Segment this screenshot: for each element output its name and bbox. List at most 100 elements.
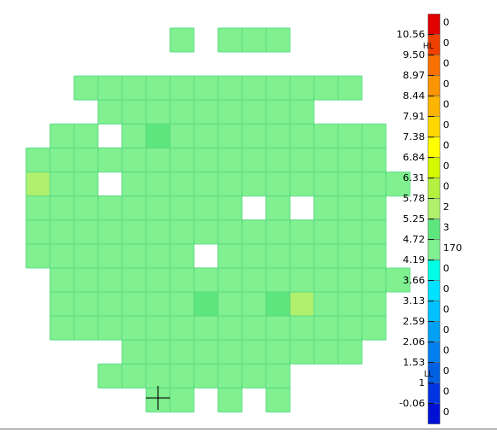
- legend-label: 7.38: [403, 132, 425, 143]
- die: [361, 291, 387, 317]
- die: [193, 363, 219, 389]
- legend-swatch: [427, 54, 441, 76]
- die: [73, 243, 99, 269]
- die: [217, 147, 243, 173]
- die: [313, 147, 339, 173]
- die: [73, 147, 99, 173]
- die: [361, 219, 387, 245]
- die: [97, 123, 123, 149]
- legend-label: 7.91: [403, 112, 425, 123]
- die: [361, 195, 387, 221]
- die: [169, 27, 195, 53]
- bin-count: 170: [443, 243, 462, 254]
- die: [169, 315, 195, 341]
- die: [97, 315, 123, 341]
- die: [217, 291, 243, 317]
- die: [145, 363, 171, 389]
- die: [193, 219, 219, 245]
- die: [217, 27, 243, 53]
- die: [145, 339, 171, 365]
- die: [97, 243, 123, 269]
- die: [73, 267, 99, 293]
- die: [265, 363, 291, 389]
- legend-label: 8.44: [403, 91, 425, 102]
- die: [97, 99, 123, 125]
- die: [265, 243, 291, 269]
- die: [49, 195, 75, 221]
- die: [265, 27, 291, 53]
- die: [169, 243, 195, 269]
- bin-count: 0: [443, 345, 449, 356]
- die: [265, 147, 291, 173]
- die: [289, 339, 315, 365]
- die: [145, 291, 171, 317]
- die: [361, 147, 387, 173]
- die: [121, 75, 147, 101]
- die: [337, 147, 363, 173]
- bin-count: 0: [443, 325, 449, 336]
- die: [193, 339, 219, 365]
- die: [241, 27, 267, 53]
- legend: 0 0 0 0 0 0 0 0 0 2 3 170 0 0 0 0 0 0 0 0 10.56 9.50 8.97 8.44 7…: [396, 13, 462, 425]
- die: [49, 267, 75, 293]
- legend-swatch: [427, 341, 441, 363]
- die: [241, 363, 267, 389]
- die: [169, 147, 195, 173]
- die: [289, 171, 315, 197]
- die: [265, 75, 291, 101]
- die: [25, 147, 51, 173]
- legend-label: 3.13: [403, 296, 425, 307]
- die: [313, 339, 339, 365]
- bin-count: 0: [443, 366, 449, 377]
- die: [121, 363, 147, 389]
- die: [241, 75, 267, 101]
- die: [313, 75, 339, 101]
- die: [73, 219, 99, 245]
- die: [337, 243, 363, 269]
- die: [169, 267, 195, 293]
- die: [49, 123, 75, 149]
- die: [121, 123, 147, 149]
- die: [145, 147, 171, 173]
- die: [169, 123, 195, 149]
- die: [169, 171, 195, 197]
- die: [289, 291, 315, 317]
- die: [217, 171, 243, 197]
- die: [145, 243, 171, 269]
- die: [97, 75, 123, 101]
- die: [289, 243, 315, 269]
- die: [265, 315, 291, 341]
- die: [289, 147, 315, 173]
- die: [217, 363, 243, 389]
- die: [193, 243, 219, 269]
- bin-count: 0: [443, 120, 449, 131]
- legend-label: 3.66: [403, 276, 425, 287]
- die: [289, 219, 315, 245]
- die: [265, 219, 291, 245]
- die: [193, 99, 219, 125]
- die: [97, 171, 123, 197]
- high-limit-marker: HL: [423, 42, 434, 51]
- die: [169, 291, 195, 317]
- legend-swatch: [427, 300, 441, 322]
- die: [49, 219, 75, 245]
- die: [361, 243, 387, 269]
- die: [265, 387, 291, 413]
- die: [337, 315, 363, 341]
- die: [145, 75, 171, 101]
- die: [145, 219, 171, 245]
- legend-label: 5.78: [403, 194, 425, 205]
- die: [241, 195, 267, 221]
- die: [289, 75, 315, 101]
- die: [289, 315, 315, 341]
- die: [361, 267, 387, 293]
- die: [121, 219, 147, 245]
- die: [265, 195, 291, 221]
- die: [241, 291, 267, 317]
- bin-count: 0: [443, 79, 449, 90]
- die: [337, 195, 363, 221]
- low-limit-marker: LL: [424, 370, 433, 379]
- legend-label: 2.59: [403, 317, 425, 328]
- bin-count: 0: [443, 140, 449, 151]
- die: [385, 267, 411, 293]
